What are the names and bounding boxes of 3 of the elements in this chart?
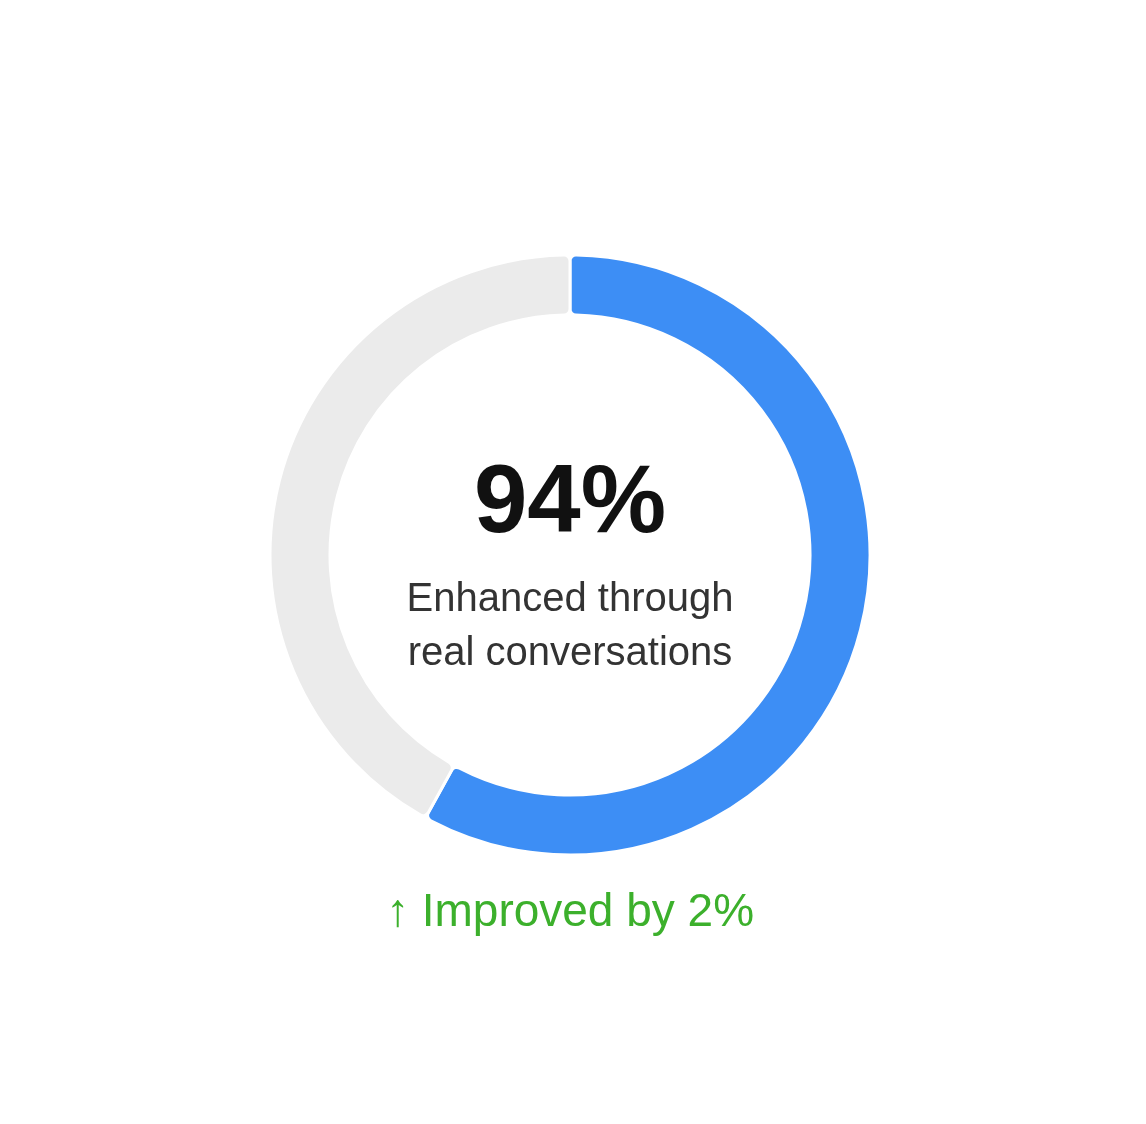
text: 94% (473, 445, 667, 552)
text: ↑ Improved by 2% (385, 884, 755, 936)
text: Enhanced through real conversations (406, 575, 734, 673)
